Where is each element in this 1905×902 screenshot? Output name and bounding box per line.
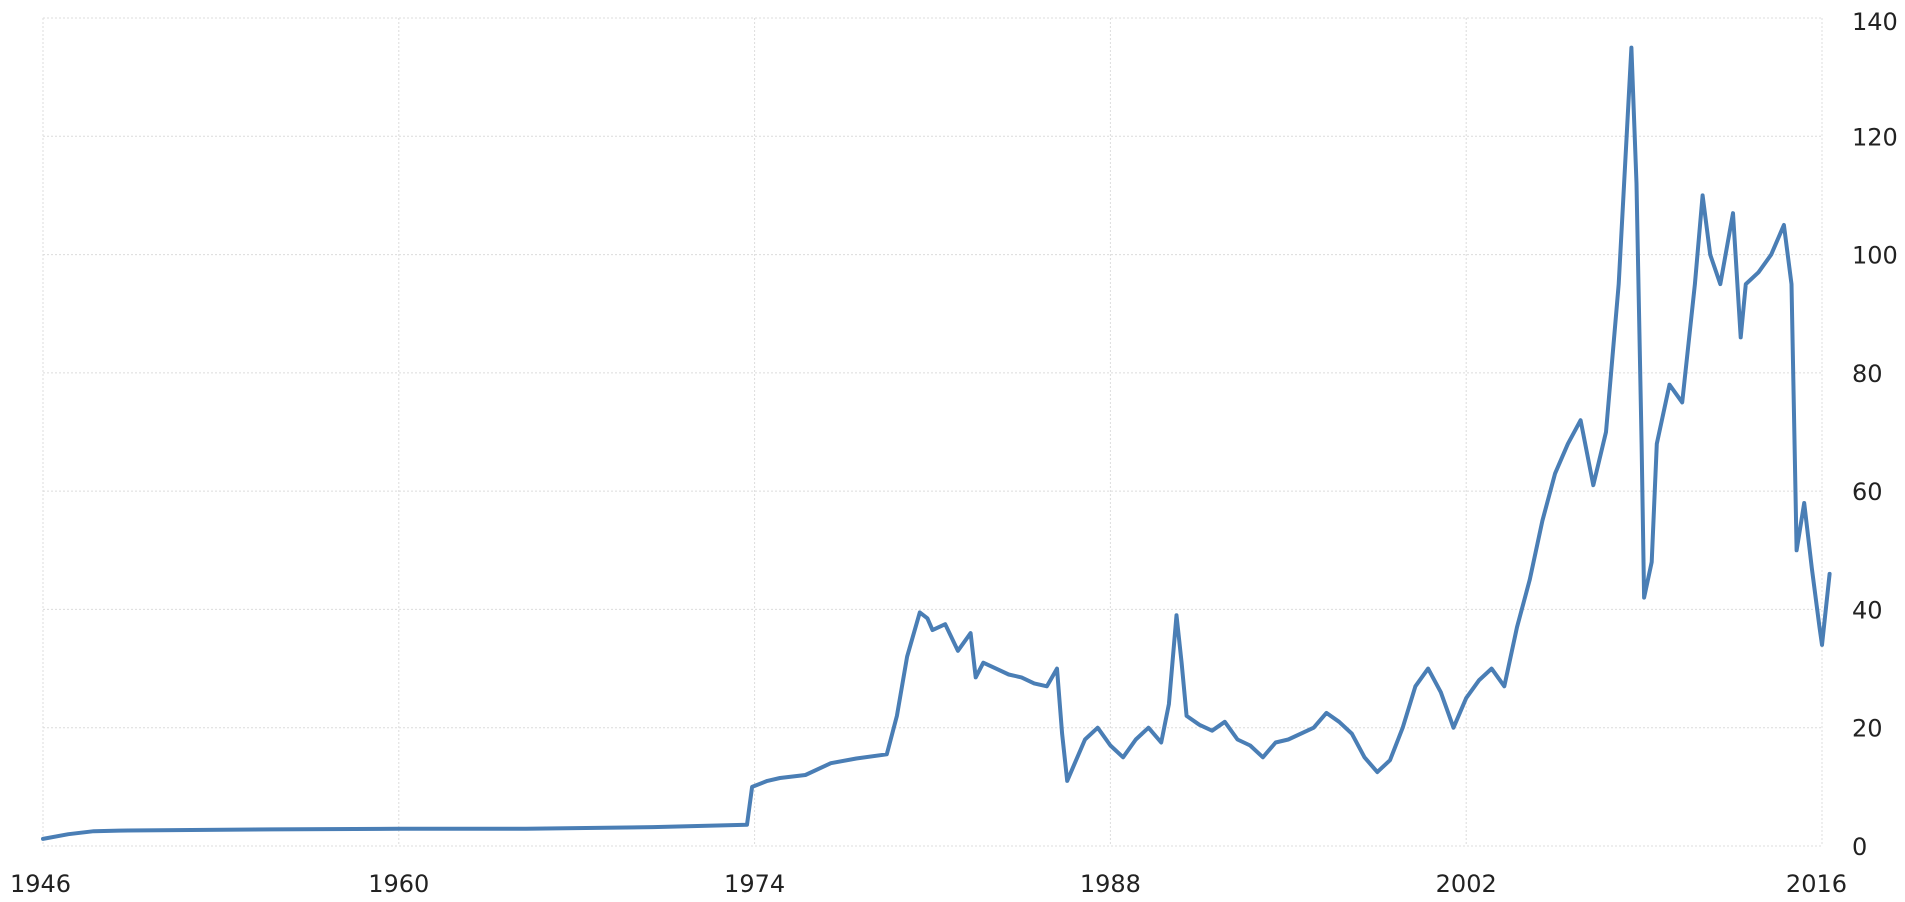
y-tick-label: 40 xyxy=(1852,596,1883,624)
x-tick-label: 2002 xyxy=(1436,870,1497,898)
series-line xyxy=(41,45,1832,841)
y-axis-tick-labels: 0 20 40 60 80 100 120 140 xyxy=(1852,8,1898,861)
gridlines xyxy=(42,17,1823,847)
series-layer xyxy=(41,45,1832,841)
x-tick-label: 1946 xyxy=(10,870,71,898)
x-axis-tick-labels: 1946 1960 1974 1988 2002 2016 xyxy=(10,870,1847,898)
y-tick-label: 0 xyxy=(1852,833,1867,861)
y-tick-label: 80 xyxy=(1852,360,1883,388)
x-tick-label: 2016 xyxy=(1786,870,1847,898)
y-tick-label: 140 xyxy=(1852,8,1898,36)
x-tick-label: 1988 xyxy=(1080,870,1141,898)
x-tick-label: 1974 xyxy=(724,870,785,898)
y-tick-label: 100 xyxy=(1852,242,1898,270)
y-tick-label: 60 xyxy=(1852,478,1883,506)
x-tick-label: 1960 xyxy=(368,870,429,898)
y-tick-label: 120 xyxy=(1852,123,1898,151)
y-tick-label: 20 xyxy=(1852,715,1883,743)
